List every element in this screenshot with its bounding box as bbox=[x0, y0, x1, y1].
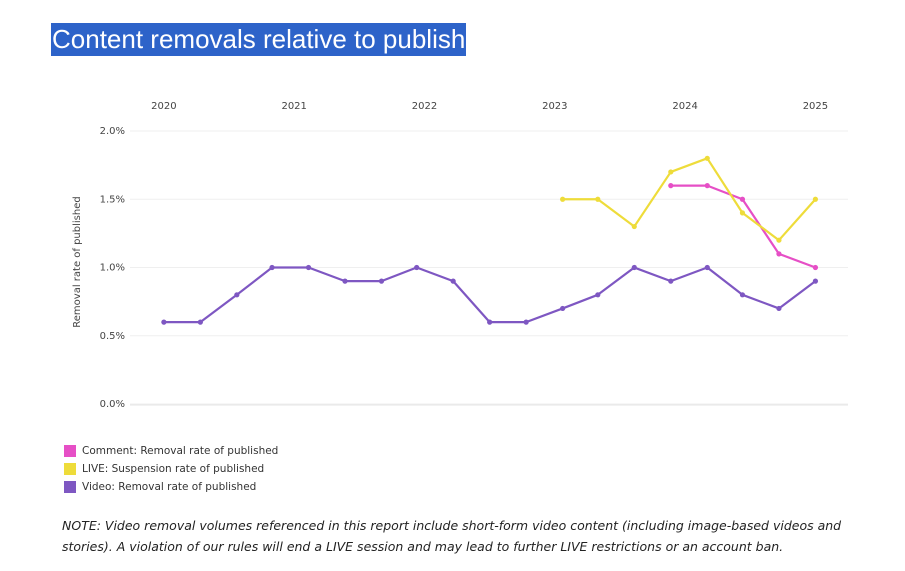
data-point bbox=[812, 196, 819, 202]
data-point bbox=[776, 251, 782, 257]
y-tick-label: 0.0% bbox=[100, 399, 125, 410]
x-tick-label: 2024 bbox=[672, 101, 697, 112]
data-point bbox=[414, 264, 420, 271]
y-tick-label: 1.5% bbox=[100, 194, 125, 205]
data-point bbox=[739, 210, 746, 216]
data-point bbox=[631, 223, 637, 230]
data-point bbox=[560, 305, 566, 312]
data-point bbox=[378, 278, 385, 284]
data-point bbox=[739, 292, 746, 298]
legend-swatch bbox=[64, 463, 76, 475]
x-tick-label: 2021 bbox=[281, 101, 306, 112]
data-point bbox=[704, 264, 710, 271]
data-point bbox=[450, 278, 456, 284]
data-point bbox=[631, 264, 637, 271]
x-tick-label: 2023 bbox=[542, 101, 567, 112]
series-line bbox=[163, 266, 817, 324]
data-point bbox=[739, 196, 746, 202]
y-tick-label: 2.0% bbox=[100, 126, 125, 137]
data-point bbox=[234, 292, 240, 298]
data-point bbox=[560, 196, 566, 202]
y-axis-label: Removal rate of published bbox=[72, 196, 83, 327]
data-point bbox=[595, 292, 601, 298]
y-tick-label: 0.5% bbox=[100, 331, 125, 342]
data-point bbox=[704, 155, 710, 161]
legend-swatch bbox=[64, 445, 76, 457]
series-line bbox=[562, 157, 817, 242]
data-point bbox=[812, 278, 819, 284]
note: NOTE: Video removal volumes referenced i… bbox=[62, 518, 842, 554]
x-tick-label: 2025 bbox=[803, 101, 828, 112]
legend-label: Comment: Removal rate of published bbox=[82, 445, 278, 457]
data-point bbox=[668, 169, 674, 175]
chart-title: Content removals relative to publish bbox=[51, 23, 467, 56]
x-tick-label: 2020 bbox=[151, 101, 176, 112]
legend-swatch bbox=[64, 481, 76, 493]
data-point bbox=[342, 278, 348, 284]
data-point bbox=[269, 264, 275, 271]
y-tick-label: 1.0% bbox=[100, 263, 125, 274]
x-tick-label: 2022 bbox=[412, 101, 437, 112]
data-point bbox=[197, 319, 203, 325]
data-point bbox=[776, 305, 782, 312]
data-point bbox=[812, 264, 819, 271]
data-point bbox=[487, 319, 493, 325]
data-point bbox=[523, 319, 529, 325]
data-point bbox=[305, 264, 312, 271]
data-point bbox=[776, 237, 782, 243]
legend-label: LIVE: Suspension rate of published bbox=[82, 463, 264, 475]
data-point bbox=[668, 183, 674, 189]
data-point bbox=[668, 278, 674, 284]
data-point bbox=[595, 196, 601, 202]
legend-label: Video: Removal rate of published bbox=[82, 481, 256, 493]
data-point bbox=[704, 183, 710, 189]
data-point bbox=[161, 319, 167, 325]
